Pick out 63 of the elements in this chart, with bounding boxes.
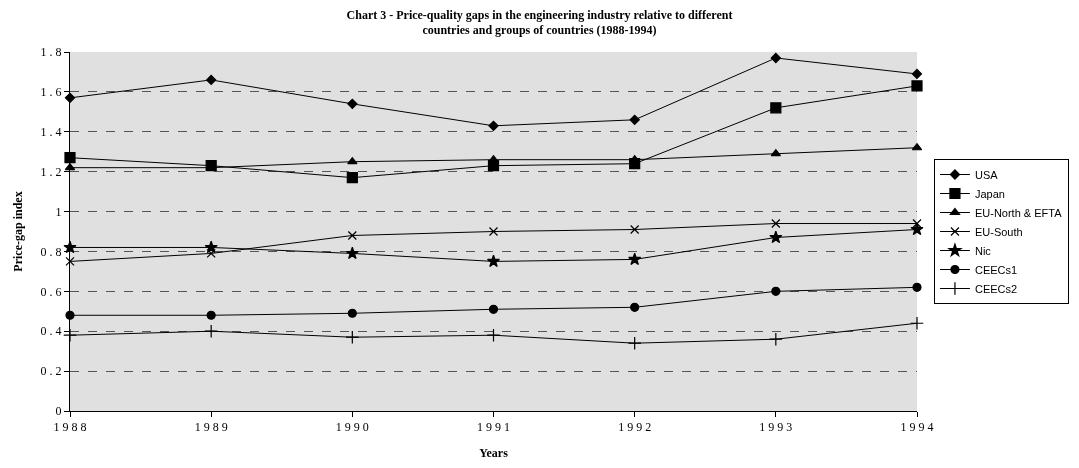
point (64, 152, 76, 164)
legend-label: EU-South (974, 225, 1023, 238)
point (630, 302, 640, 312)
point (912, 282, 922, 292)
x-tick-label: 1 9 9 4 (900, 420, 934, 435)
y-tick-label: 1 . 2 (40, 164, 62, 179)
point (768, 332, 783, 347)
point (771, 218, 781, 229)
x-tick-label: 1 9 8 9 (194, 420, 228, 435)
chart-title: Chart 3 - Price-quality gaps in the engineering industry relative to different countries and groups of countries (1988-1994) (346, 7, 733, 38)
point (486, 254, 501, 268)
point (769, 230, 783, 244)
point (488, 120, 499, 131)
point (911, 68, 923, 80)
point (346, 172, 358, 184)
point (486, 328, 501, 343)
point (206, 310, 216, 320)
x-tick-label: 1 9 9 3 (759, 420, 793, 435)
y-tick-label: 1 . 6 (40, 85, 62, 100)
point (206, 248, 216, 259)
point (347, 230, 357, 241)
point (910, 316, 924, 331)
legend-label: Nic (974, 244, 992, 257)
point (629, 114, 640, 125)
point (911, 80, 923, 92)
point (771, 286, 781, 296)
legend-label: Japan (974, 187, 1005, 200)
point (630, 224, 640, 235)
y-tick-label: 0 . 4 (40, 324, 62, 339)
y-tick-label: 1 . 8 (40, 45, 62, 60)
y-tick-label: 0 . 8 (40, 244, 62, 259)
point (770, 52, 781, 64)
point (63, 328, 77, 343)
y-tick-label: 0 . 2 (40, 364, 62, 379)
point (345, 246, 359, 260)
y-tick-label: 0 . 6 (40, 284, 62, 299)
point (910, 222, 924, 236)
legend-label: CEECs1 (974, 263, 1018, 276)
y-tick-label: 1 . 4 (40, 124, 62, 139)
x-tick-label: 1 9 8 8 (53, 420, 87, 435)
point (345, 330, 360, 345)
point (65, 256, 75, 267)
point (488, 304, 499, 314)
y-tick-label: 1 (55, 204, 62, 219)
point (206, 74, 217, 86)
x-tick-label: 1 9 9 1 (477, 420, 510, 435)
point (204, 324, 219, 339)
legend-label: USA (974, 168, 999, 181)
legend-label: EU-North & EFTA (974, 206, 1063, 219)
point (488, 226, 499, 237)
y-axis-title: Price-gap index (10, 191, 25, 272)
point (770, 102, 782, 114)
point (347, 308, 357, 318)
point (204, 240, 218, 254)
x-axis-title: Years (479, 446, 509, 461)
point (627, 336, 642, 351)
x-tick-label: 1 9 9 2 (618, 420, 652, 435)
y-tick-label: 0 (55, 404, 62, 419)
x-tick-label: 1 9 9 0 (335, 420, 369, 435)
legend-label: CEECs2 (974, 282, 1018, 295)
point (347, 157, 358, 165)
point (628, 252, 642, 266)
point (347, 98, 358, 110)
